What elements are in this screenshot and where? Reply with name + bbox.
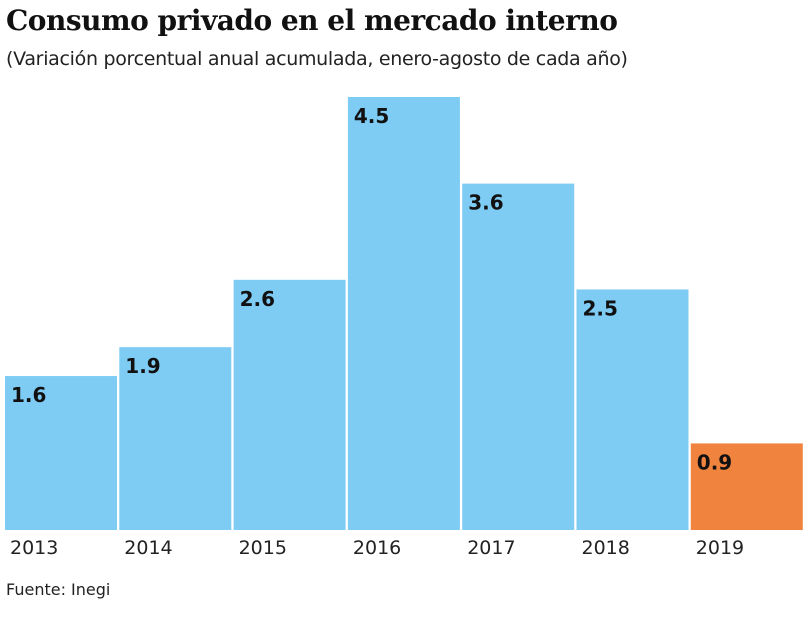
- chart-title: Consumo privado en el mercado interno: [6, 4, 618, 37]
- bar-2015: [233, 279, 346, 530]
- x-tick-label: 2019: [696, 537, 744, 559]
- source-note: Fuente: Inegi: [6, 580, 111, 599]
- value-label: 3.6: [468, 191, 503, 215]
- value-label: 1.9: [125, 354, 160, 378]
- value-label: 4.5: [354, 104, 389, 128]
- bar-2014: [119, 347, 232, 530]
- x-tick-label: 2017: [467, 537, 515, 559]
- x-tick-label: 2018: [582, 537, 630, 559]
- bar-2018: [576, 289, 689, 530]
- bar-2013: [5, 376, 117, 530]
- value-label: 1.6: [11, 383, 46, 407]
- value-label: 2.6: [240, 287, 275, 311]
- x-tick-label: 2015: [239, 537, 287, 559]
- value-label: 0.9: [697, 450, 732, 474]
- x-tick-label: 2013: [10, 537, 58, 559]
- x-tick-label: 2016: [353, 537, 401, 559]
- bar-2017: [462, 183, 575, 530]
- bar-2019: [690, 443, 803, 530]
- chart-subtitle: (Variación porcentual anual acumulada, e…: [6, 48, 628, 70]
- x-tick-label: 2014: [124, 537, 172, 559]
- value-label: 2.5: [583, 296, 618, 320]
- bar-2016: [347, 97, 460, 530]
